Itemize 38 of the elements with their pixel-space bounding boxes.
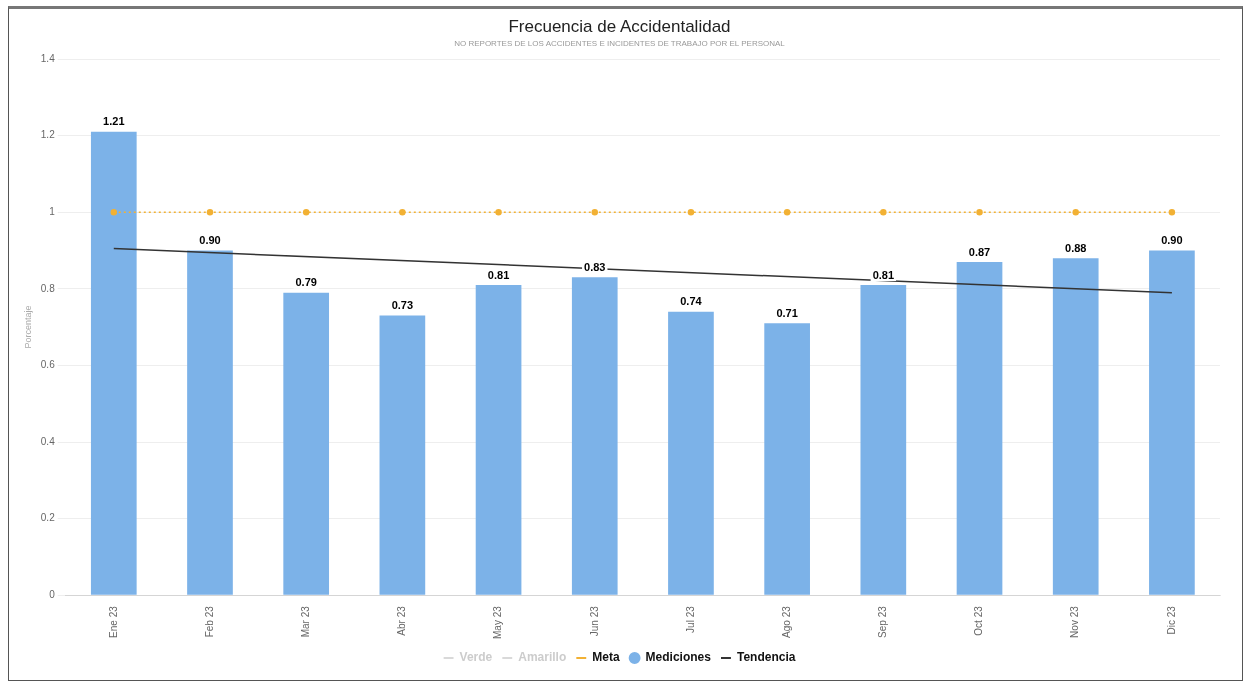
legend-label: Mediciones [645, 650, 712, 665]
y-tick-label: 1.4 [40, 52, 56, 64]
data-label: 1.21 [103, 115, 125, 128]
x-tick-label: Oct 23 [973, 605, 985, 636]
x-tick-label: May 23 [492, 605, 504, 639]
y-tick-label: 1.2 [40, 129, 56, 141]
y-tick-label: 0 [49, 588, 56, 600]
data-label: 0.71 [776, 306, 798, 319]
y-tick-label: 0.8 [40, 282, 56, 294]
chart-subtitle: NO REPORTES DE LOS ACCIDENTES E INCIDENTES DE TRABAJO POR EL PERSONAL [454, 39, 786, 49]
data-label: 0.88 [1065, 241, 1087, 254]
x-tick-label: Nov 23 [1069, 605, 1081, 638]
x-tick-label: Mar 23 [299, 605, 311, 638]
data-label: 0.79 [295, 276, 317, 289]
x-tick-label: Feb 23 [203, 605, 215, 638]
data-label: 0.83 [584, 260, 606, 273]
y-tick-label: 0.2 [40, 512, 56, 524]
x-tick-label: Dic 23 [1165, 605, 1177, 635]
x-tick-label: Abr 23 [396, 605, 408, 636]
chart-title: Frecuencia de Accidentalidad [508, 16, 731, 36]
data-label: 0.81 [487, 268, 510, 281]
legend-label: Tendencia [736, 650, 796, 665]
y-axis-title: Porcentaje [22, 305, 33, 349]
x-tick-label: Ago 23 [780, 605, 792, 638]
x-tick-label: Ene 23 [107, 605, 119, 638]
data-label: 0.81 [872, 268, 895, 281]
y-tick-label: 0.6 [40, 359, 56, 371]
data-label: 0.87 [968, 245, 991, 258]
data-label: 0.90 [199, 234, 221, 247]
y-tick-label: 1 [49, 205, 56, 217]
data-label: 0.74 [680, 295, 703, 308]
data-label: 0.90 [1161, 234, 1183, 247]
x-tick-label: Jun 23 [588, 605, 600, 637]
y-tick-label: 0.4 [40, 435, 56, 447]
x-tick-label: Sep 23 [877, 605, 889, 638]
legend-label: Meta [592, 650, 620, 665]
data-label: 0.73 [391, 299, 414, 312]
x-tick-label: Jul 23 [684, 605, 696, 633]
